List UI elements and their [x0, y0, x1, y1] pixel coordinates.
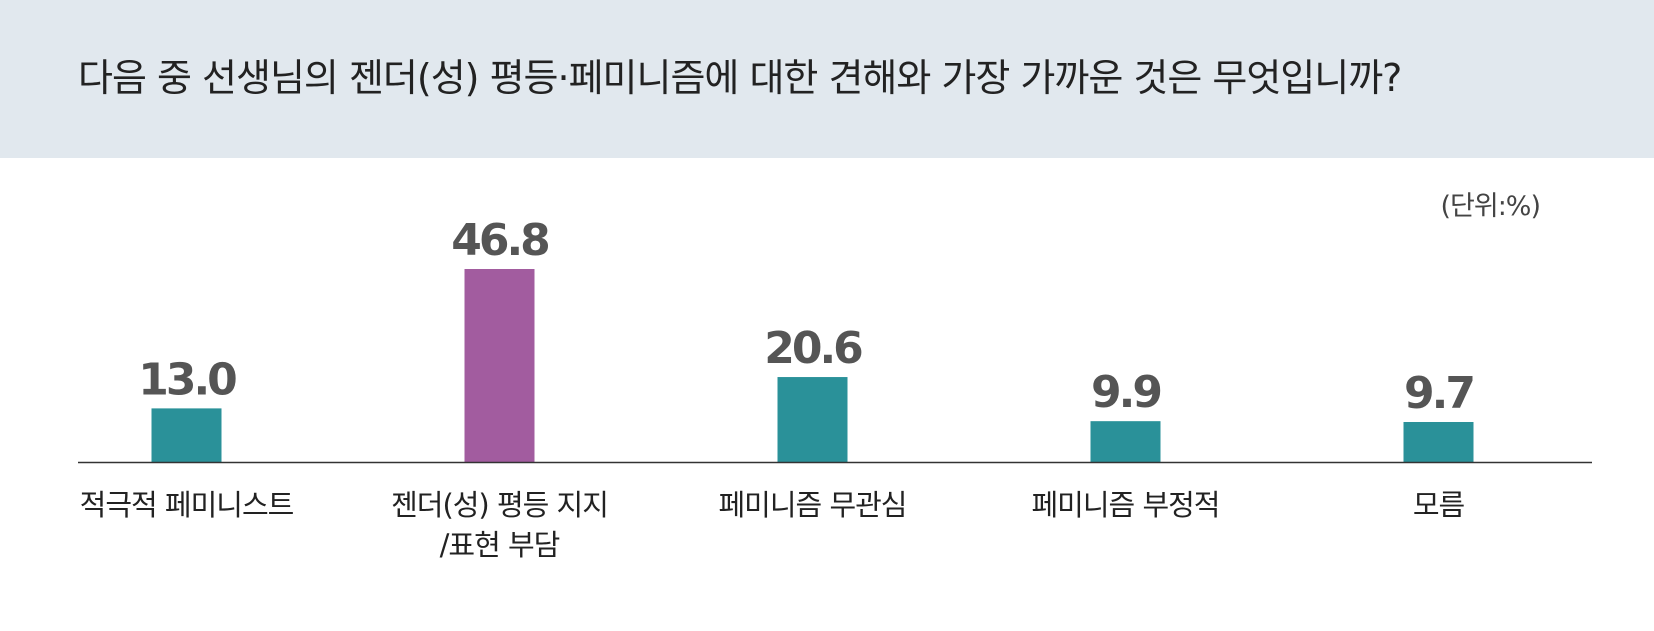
bar-2 — [464, 269, 535, 462]
value-label-3: 20.6 — [764, 323, 862, 374]
category-label-4: 페미니즘 부정적 — [1032, 488, 1220, 522]
category-label-line: 페미니즘 무관심 — [719, 488, 907, 522]
bar-1 — [151, 408, 222, 462]
category-label-2: 젠더(성) 평등 지지/표현 부담 — [391, 488, 608, 562]
value-labels-group: 13.0 46.8 20.6 9.9 9.7 — [138, 215, 1476, 419]
bar-4 — [1090, 421, 1161, 462]
unit-label: (단위:%) — [1440, 191, 1541, 222]
bar-5 — [1403, 421, 1474, 462]
value-label-2: 46.8 — [451, 215, 548, 266]
category-label-5: 모름 — [1413, 488, 1465, 522]
question-banner: 다음 중 선생님의 젠더(성) 평등·페미니즘에 대한 견해와 가장 가까운 것… — [0, 0, 1654, 158]
value-label-1: 13.0 — [138, 354, 236, 405]
category-label-line: /표현 부담 — [440, 528, 560, 562]
category-label-3: 페미니즘 무관심 — [719, 488, 907, 522]
value-label-5: 9.7 — [1404, 368, 1473, 419]
category-label-line: 젠더(성) 평등 지지 — [391, 488, 608, 522]
question-title: 다음 중 선생님의 젠더(성) 평등·페미니즘에 대한 견해와 가장 가까운 것… — [78, 56, 1402, 100]
value-label-4: 9.9 — [1091, 367, 1160, 418]
category-label-line: 적극적 페미니스트 — [80, 488, 294, 522]
category-labels-group: 적극적 페미니스트 젠더(성) 평등 지지/표현 부담 페미니즘 무관심 페미니즘 부… — [80, 488, 1466, 562]
category-label-line: 모름 — [1413, 488, 1465, 522]
category-label-1: 적극적 페미니스트 — [80, 488, 294, 522]
bar-3 — [777, 377, 848, 462]
bars-group — [151, 269, 1474, 462]
category-label-line: 페미니즘 부정적 — [1032, 488, 1220, 522]
